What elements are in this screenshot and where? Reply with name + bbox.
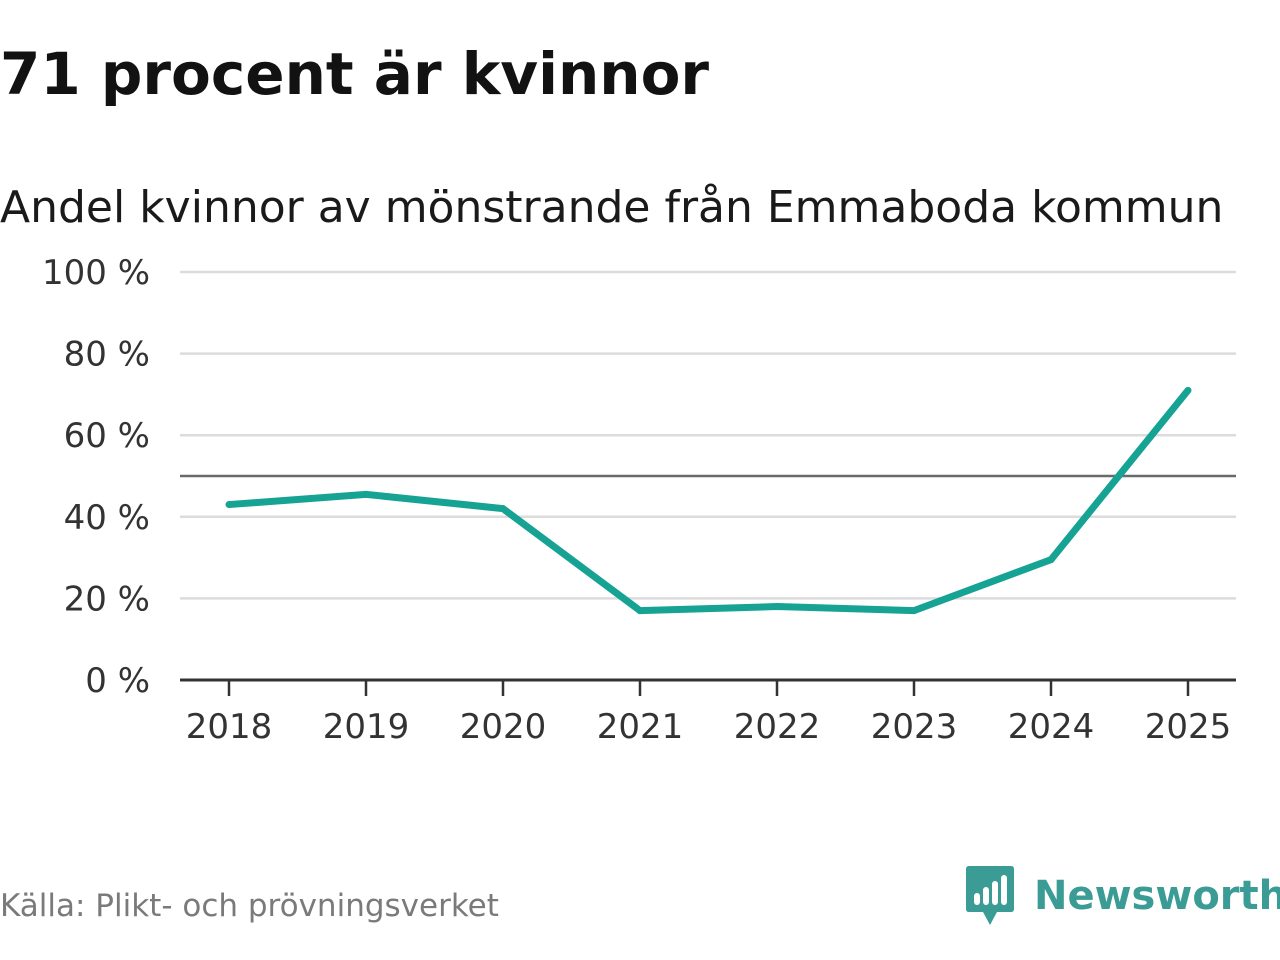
y-tick-label: 20 % — [64, 579, 150, 619]
data-point — [1184, 386, 1192, 394]
x-tick-label: 2024 — [1008, 707, 1095, 747]
brand-name: Newsworthy — [1034, 873, 1280, 919]
bar-chart-speech-bubble-icon — [966, 866, 1014, 925]
y-tick-label: 60 % — [64, 416, 150, 456]
data-point — [636, 607, 644, 615]
y-tick-label: 0 % — [85, 661, 150, 701]
chart-title: 71 procent är kvinnor — [0, 40, 710, 108]
chart-subtitle: Andel kvinnor av mönstrande från Emmabod… — [0, 182, 1224, 233]
series-line — [228, 388, 1191, 615]
x-tick-label: 2025 — [1145, 707, 1232, 747]
data-point — [1047, 556, 1055, 564]
y-tick-label: 100 % — [42, 253, 150, 293]
data-point — [225, 501, 233, 509]
x-axis-tick-labels: 2018 2019 2020 2021 2022 2023 2024 2025 — [186, 707, 1232, 747]
x-tick-label: 2023 — [871, 707, 958, 747]
x-tick-label: 2019 — [323, 707, 410, 747]
x-tick-label: 2021 — [597, 707, 684, 747]
x-tick-label: 2018 — [186, 707, 273, 747]
series — [225, 386, 1192, 615]
brand-logo: Newsworthy — [964, 864, 1280, 928]
data-point — [499, 505, 507, 513]
y-tick-label: 80 % — [64, 335, 150, 375]
x-tick-label: 2020 — [460, 707, 547, 747]
gridlines — [180, 270, 1236, 600]
data-point — [910, 607, 918, 615]
x-tick-label: 2022 — [734, 707, 821, 747]
x-axis — [180, 678, 1236, 696]
data-point — [773, 603, 781, 611]
data-point — [362, 490, 370, 498]
y-tick-label: 40 % — [64, 498, 150, 538]
source-note: Källa: Plikt- och prövningsverket — [0, 888, 499, 924]
y-axis-tick-labels: 0 % 20 % 40 % 60 % 80 % 100 % — [42, 253, 150, 701]
